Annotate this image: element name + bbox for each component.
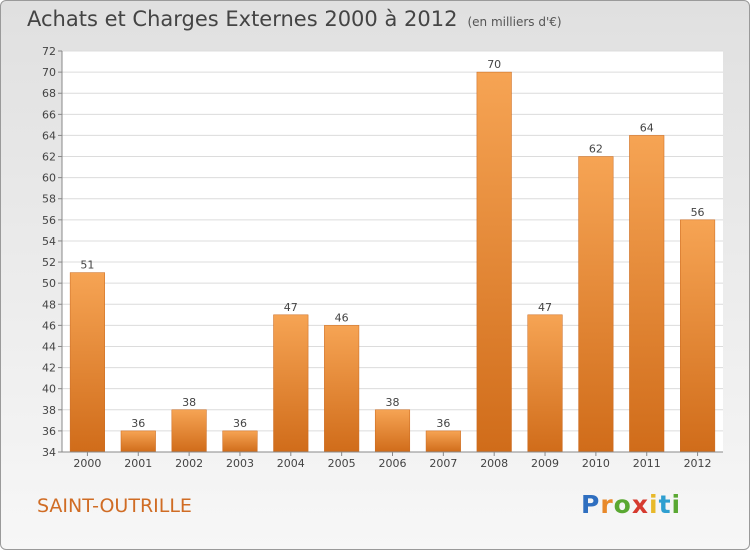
- y-tick-label: 38: [42, 404, 56, 417]
- x-tick-label: 2000: [73, 457, 101, 470]
- unit-label: (en milliers d'€): [467, 15, 562, 29]
- data-label: 38: [182, 396, 196, 409]
- y-tick-label: 66: [42, 108, 56, 121]
- y-tick-label: 62: [42, 151, 56, 164]
- logo-letter: o: [613, 490, 632, 519]
- y-tick-label: 60: [42, 172, 56, 185]
- x-tick-label: 2001: [124, 457, 152, 470]
- x-tick-label: 2004: [277, 457, 305, 470]
- logo-letter: i: [671, 490, 682, 519]
- logo-letter: P: [581, 490, 601, 519]
- y-tick-label: 42: [42, 362, 56, 375]
- x-tick-label: 2011: [633, 457, 661, 470]
- location-label: SAINT-OUTRILLE: [37, 495, 192, 517]
- bar: [476, 71, 512, 453]
- logo-letter: t: [658, 490, 672, 519]
- data-label: 36: [233, 417, 247, 430]
- logo-letter: r: [600, 490, 614, 519]
- y-tick-label: 40: [42, 383, 56, 396]
- bar: [69, 272, 105, 453]
- bar: [120, 430, 156, 453]
- y-tick-label: 52: [42, 256, 56, 269]
- data-label: 64: [640, 121, 654, 134]
- bar: [527, 314, 563, 453]
- y-tick-label: 48: [42, 298, 56, 311]
- bar: [578, 156, 614, 453]
- logo-letter: x: [631, 490, 649, 519]
- bar: [324, 325, 360, 453]
- proxiti-logo: Proxiti: [581, 490, 681, 519]
- data-label: 36: [436, 417, 450, 430]
- title-text: Achats et Charges Externes 2000 à 2012: [27, 7, 458, 31]
- x-tick-label: 2006: [379, 457, 407, 470]
- y-tick-label: 54: [42, 235, 56, 248]
- x-tick-label: 2007: [429, 457, 457, 470]
- chart-title: Achats et Charges Externes 2000 à 2012 (e…: [27, 7, 562, 31]
- x-tick-label: 2002: [175, 457, 203, 470]
- bar: [222, 430, 258, 453]
- bar: [171, 409, 207, 453]
- y-tick-label: 58: [42, 193, 56, 206]
- y-tick-label: 56: [42, 214, 56, 227]
- data-label: 70: [487, 58, 501, 71]
- data-label: 46: [335, 311, 349, 324]
- y-tick-label: 70: [42, 66, 56, 79]
- y-tick-label: 44: [42, 340, 56, 353]
- logo-letter: i: [649, 490, 659, 519]
- y-tick-label: 46: [42, 319, 56, 332]
- data-label: 62: [589, 143, 603, 156]
- bar: [680, 219, 716, 453]
- x-tick-label: 2008: [480, 457, 508, 470]
- x-tick-label: 2003: [226, 457, 254, 470]
- y-tick-label: 68: [42, 87, 56, 100]
- bar: [425, 430, 461, 453]
- y-tick-label: 72: [42, 45, 56, 58]
- bar: [374, 409, 411, 453]
- x-tick-label: 2010: [582, 457, 610, 470]
- data-label: 36: [131, 417, 145, 430]
- x-tick-label: 2005: [328, 457, 356, 470]
- data-label: 56: [691, 206, 705, 219]
- data-label: 38: [386, 396, 400, 409]
- bar: [629, 135, 665, 453]
- y-tick-label: 64: [42, 129, 56, 142]
- plot-area: [62, 51, 723, 452]
- bar: [273, 314, 309, 453]
- x-tick-label: 2009: [531, 457, 559, 470]
- data-label: 47: [284, 301, 298, 314]
- y-tick-label: 50: [42, 277, 56, 290]
- x-tick-label: 2012: [684, 457, 712, 470]
- data-label: 51: [80, 259, 94, 272]
- y-tick-label: 36: [42, 425, 56, 438]
- y-tick-label: 34: [42, 446, 56, 459]
- data-label: 47: [538, 301, 552, 314]
